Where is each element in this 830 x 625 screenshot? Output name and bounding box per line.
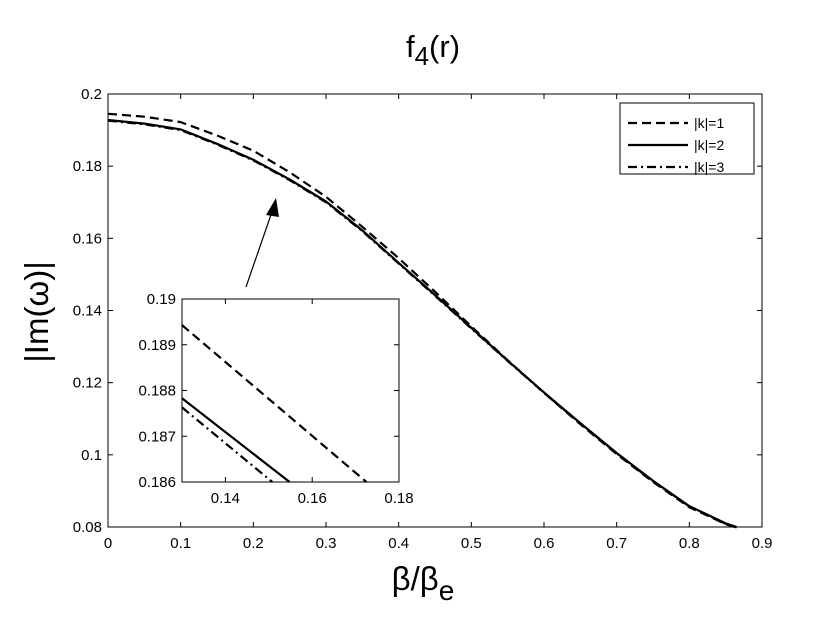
legend: |k|=1 |k|=2 |k|=3 (619, 102, 755, 175)
main-y-tick-label: 0.2 (81, 86, 102, 103)
x-axis-label-main: β/β (392, 560, 439, 597)
inset-series-line (181, 406, 274, 483)
x-axis-label-sub: e (439, 575, 455, 606)
inset-y-tick-label: 0.186 (138, 474, 176, 491)
x-axis-label: β/βe (392, 560, 455, 606)
inset-chart: 0.14 0.16 0.18 0.186 0.187 0.188 0.189 0.19 (138, 291, 413, 507)
main-series-line (107, 119, 737, 529)
main-y-tick-label: 0.08 (73, 519, 102, 536)
main-plot-frame (107, 93, 763, 528)
inset-y-tick-label: 0.19 (147, 291, 176, 308)
legend-box (619, 102, 755, 175)
inset-y-tick-label: 0.189 (138, 337, 176, 354)
main-y-tick-label: 0.12 (73, 375, 102, 392)
main-y-tick-label: 0.1 (81, 447, 102, 464)
main-x-tick-label: 0.4 (388, 535, 409, 552)
legend-label: |k|=1 (694, 115, 724, 131)
zoom-arrow (245, 198, 279, 288)
zoom-arrow-shaft (245, 205, 275, 288)
legend-label: |k|=3 (694, 159, 724, 175)
chart-title-suffix: (r) (429, 29, 460, 64)
inset-series-line (181, 324, 368, 483)
main-series-line (107, 112, 737, 529)
inset-x-tick-label: 0.18 (384, 490, 413, 507)
main-x-tick-label: 0.1 (170, 535, 191, 552)
chart-title-main: f (406, 29, 415, 64)
inset-y-tick-label: 0.187 (138, 428, 176, 445)
main-x-tick-label: 0.7 (606, 535, 627, 552)
inset-frame (181, 298, 400, 483)
chart-title-sub: 4 (415, 41, 429, 71)
inset-y-tick-label: 0.188 (138, 383, 176, 400)
main-x-tick-label: 0.8 (679, 535, 700, 552)
main-y-tick-label: 0.18 (73, 158, 102, 175)
main-x-tick-label: 0.5 (461, 535, 482, 552)
main-axis-ticks: 0 0.1 0.2 0.3 0.4 0.5 0.6 0.7 0.8 0.9 0.08 0.1 0.12 0… (73, 86, 773, 552)
inset-axis-ticks: 0.14 0.16 0.18 0.186 0.187 0.188 0.189 0.19 (138, 291, 413, 507)
main-series-group (107, 112, 737, 529)
inset-series-group (181, 324, 368, 483)
zoom-arrow-head (266, 198, 279, 217)
inset-background (182, 299, 399, 482)
main-x-tick-label: 0.9 (752, 535, 773, 552)
main-x-tick-label: 0 (104, 535, 112, 552)
inset-x-tick-label: 0.16 (298, 490, 327, 507)
main-x-tick-label: 0.2 (243, 535, 264, 552)
inset-x-tick-label: 0.14 (211, 490, 240, 507)
inset-series-line (181, 397, 291, 483)
main-x-tick-label: 0.3 (316, 535, 337, 552)
main-x-tick-label: 0.6 (534, 535, 555, 552)
main-y-tick-label: 0.16 (73, 230, 102, 247)
chart-title: f4(r) (406, 29, 460, 71)
y-axis-label: |Im(ω)| (18, 261, 55, 363)
legend-label: |k|=2 (694, 137, 724, 153)
main-y-tick-label: 0.14 (73, 303, 102, 320)
